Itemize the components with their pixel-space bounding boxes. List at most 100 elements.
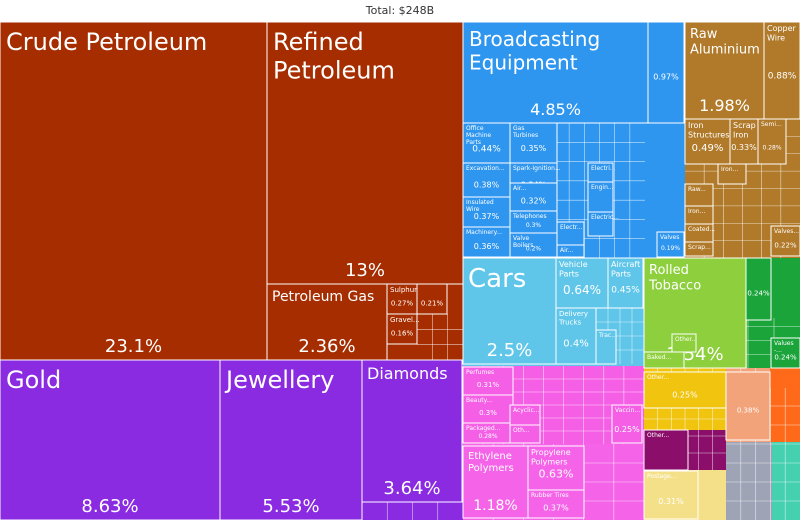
tile-name-line: Coated... — [688, 226, 715, 233]
tile[interactable]: Perfumes 0.31% — [462, 366, 514, 396]
tile[interactable]: Air... 0.32% — [509, 182, 558, 212]
tile[interactable]: Petroleum Gas 2.36% — [266, 283, 388, 361]
tile-name-line: Gas — [513, 125, 524, 132]
tile[interactable]: Cars 2.5% — [462, 257, 557, 365]
tile[interactable]: Jewellery 5.53% — [219, 359, 363, 520]
tile[interactable]: Crude Petroleum 23.1% — [0, 22, 268, 361]
tile-rect — [386, 313, 418, 345]
tile[interactable]: Trac... — [595, 329, 617, 365]
tile-value: 0.22% — [774, 241, 797, 249]
tile[interactable]: Packaged...0.28% — [462, 422, 514, 444]
tile[interactable]: Other... 0.25% — [643, 371, 727, 409]
tile-rect — [729, 118, 759, 165]
tile-name-line: Valve — [513, 235, 530, 242]
tile-rect — [462, 122, 511, 164]
tile[interactable]: Coated... — [684, 223, 715, 243]
tile[interactable]: Baked... — [643, 351, 685, 369]
tile-name-line: Scrap — [733, 121, 756, 130]
tile-name-line: Other... — [647, 432, 669, 439]
tile-rect — [509, 232, 558, 258]
tile[interactable]: Other... — [643, 429, 689, 471]
tile-name-line: Refined — [273, 28, 364, 56]
tile-name-line: Crude Petroleum — [6, 28, 207, 56]
tile-value: 0.3% — [479, 409, 497, 417]
tile[interactable]: Sulphur 0.27% — [386, 283, 418, 315]
tile-rect — [556, 244, 585, 258]
tile[interactable]: Diamonds 3.64% — [361, 359, 463, 503]
tile-rect — [527, 489, 585, 519]
tile-rect — [763, 22, 800, 120]
tile-rect — [607, 257, 644, 309]
tile-rect — [643, 351, 685, 369]
tile[interactable]: Valves 0.19% — [656, 231, 685, 258]
tile-name-line: Aluminium — [690, 42, 760, 57]
tile-value: 0.25% — [614, 425, 640, 434]
tile-name-line: Ethylene — [468, 451, 512, 462]
tile-name-line: Iron — [688, 121, 703, 130]
tile[interactable]: Other... — [671, 333, 697, 353]
tile[interactable]: Gravel... 0.16% — [386, 313, 420, 345]
tile[interactable]: Rubber Tires 0.37% — [527, 489, 585, 519]
tile-rect — [462, 22, 649, 124]
tile-value: 0.24% — [747, 289, 770, 297]
tile[interactable]: Vaccin... 0.25% — [611, 404, 643, 444]
tile-name-line: Tobacco — [648, 278, 701, 293]
tile-name-line: Polymers — [468, 463, 514, 474]
tile[interactable]: Electri... — [587, 162, 616, 183]
tile[interactable]: 0.24% — [745, 257, 772, 321]
tile-name-line: Machine — [466, 132, 491, 139]
tile[interactable]: Acyclic... — [509, 404, 541, 426]
tile-rect — [684, 241, 714, 257]
tile-rect — [527, 445, 585, 491]
tile[interactable]: Gold 8.63% — [0, 359, 221, 520]
tile[interactable]: Semi... 0.28% — [757, 118, 787, 165]
tile-name-line: Spark-Ignition... — [513, 165, 561, 172]
tile-value: 0.19% — [661, 245, 680, 252]
tile-rect — [416, 283, 448, 315]
tile-rect — [0, 22, 268, 361]
tile[interactable]: Oth... — [509, 424, 541, 444]
tile[interactable]: Postage... 0.31% — [643, 470, 699, 520]
tile-name-line: Boilers — [513, 242, 533, 249]
tile[interactable]: Valves... 0.22% — [770, 225, 800, 257]
tile[interactable]: Iron... — [684, 205, 714, 225]
tile-name-line: Engin... — [591, 184, 614, 191]
tile[interactable]: Electric... — [587, 211, 619, 237]
tile-name-line: Raw... — [688, 186, 706, 193]
tile[interactable]: Engin... — [587, 181, 614, 213]
tile[interactable]: 0.97% — [647, 22, 685, 124]
tile[interactable]: 0.21% — [416, 283, 448, 315]
tile-rect — [647, 22, 685, 124]
tile[interactable]: Iron... — [717, 163, 747, 185]
tile[interactable]: Excavation... 0.38% — [462, 162, 511, 198]
tile[interactable]: 0.38% — [725, 371, 771, 441]
tile-rect — [725, 371, 771, 441]
tile[interactable]: Scrap... — [684, 241, 714, 257]
tile[interactable]: Beauty... 0.3% — [462, 394, 514, 424]
tile[interactable]: Machinery... 0.36% — [462, 226, 511, 258]
tile[interactable]: Telephones 0.3% — [509, 210, 558, 234]
tile-name-line: Trucks — [558, 318, 581, 326]
tile[interactable]: Raw... — [684, 183, 714, 207]
tile-rect — [770, 337, 800, 369]
tile-value: 0.38% — [737, 406, 760, 414]
tile[interactable]: Values-...0.24% — [770, 337, 800, 369]
tile-name-line: Machinery... — [466, 229, 502, 236]
tile[interactable]: Air... — [556, 244, 585, 258]
tile-rect — [462, 196, 511, 228]
